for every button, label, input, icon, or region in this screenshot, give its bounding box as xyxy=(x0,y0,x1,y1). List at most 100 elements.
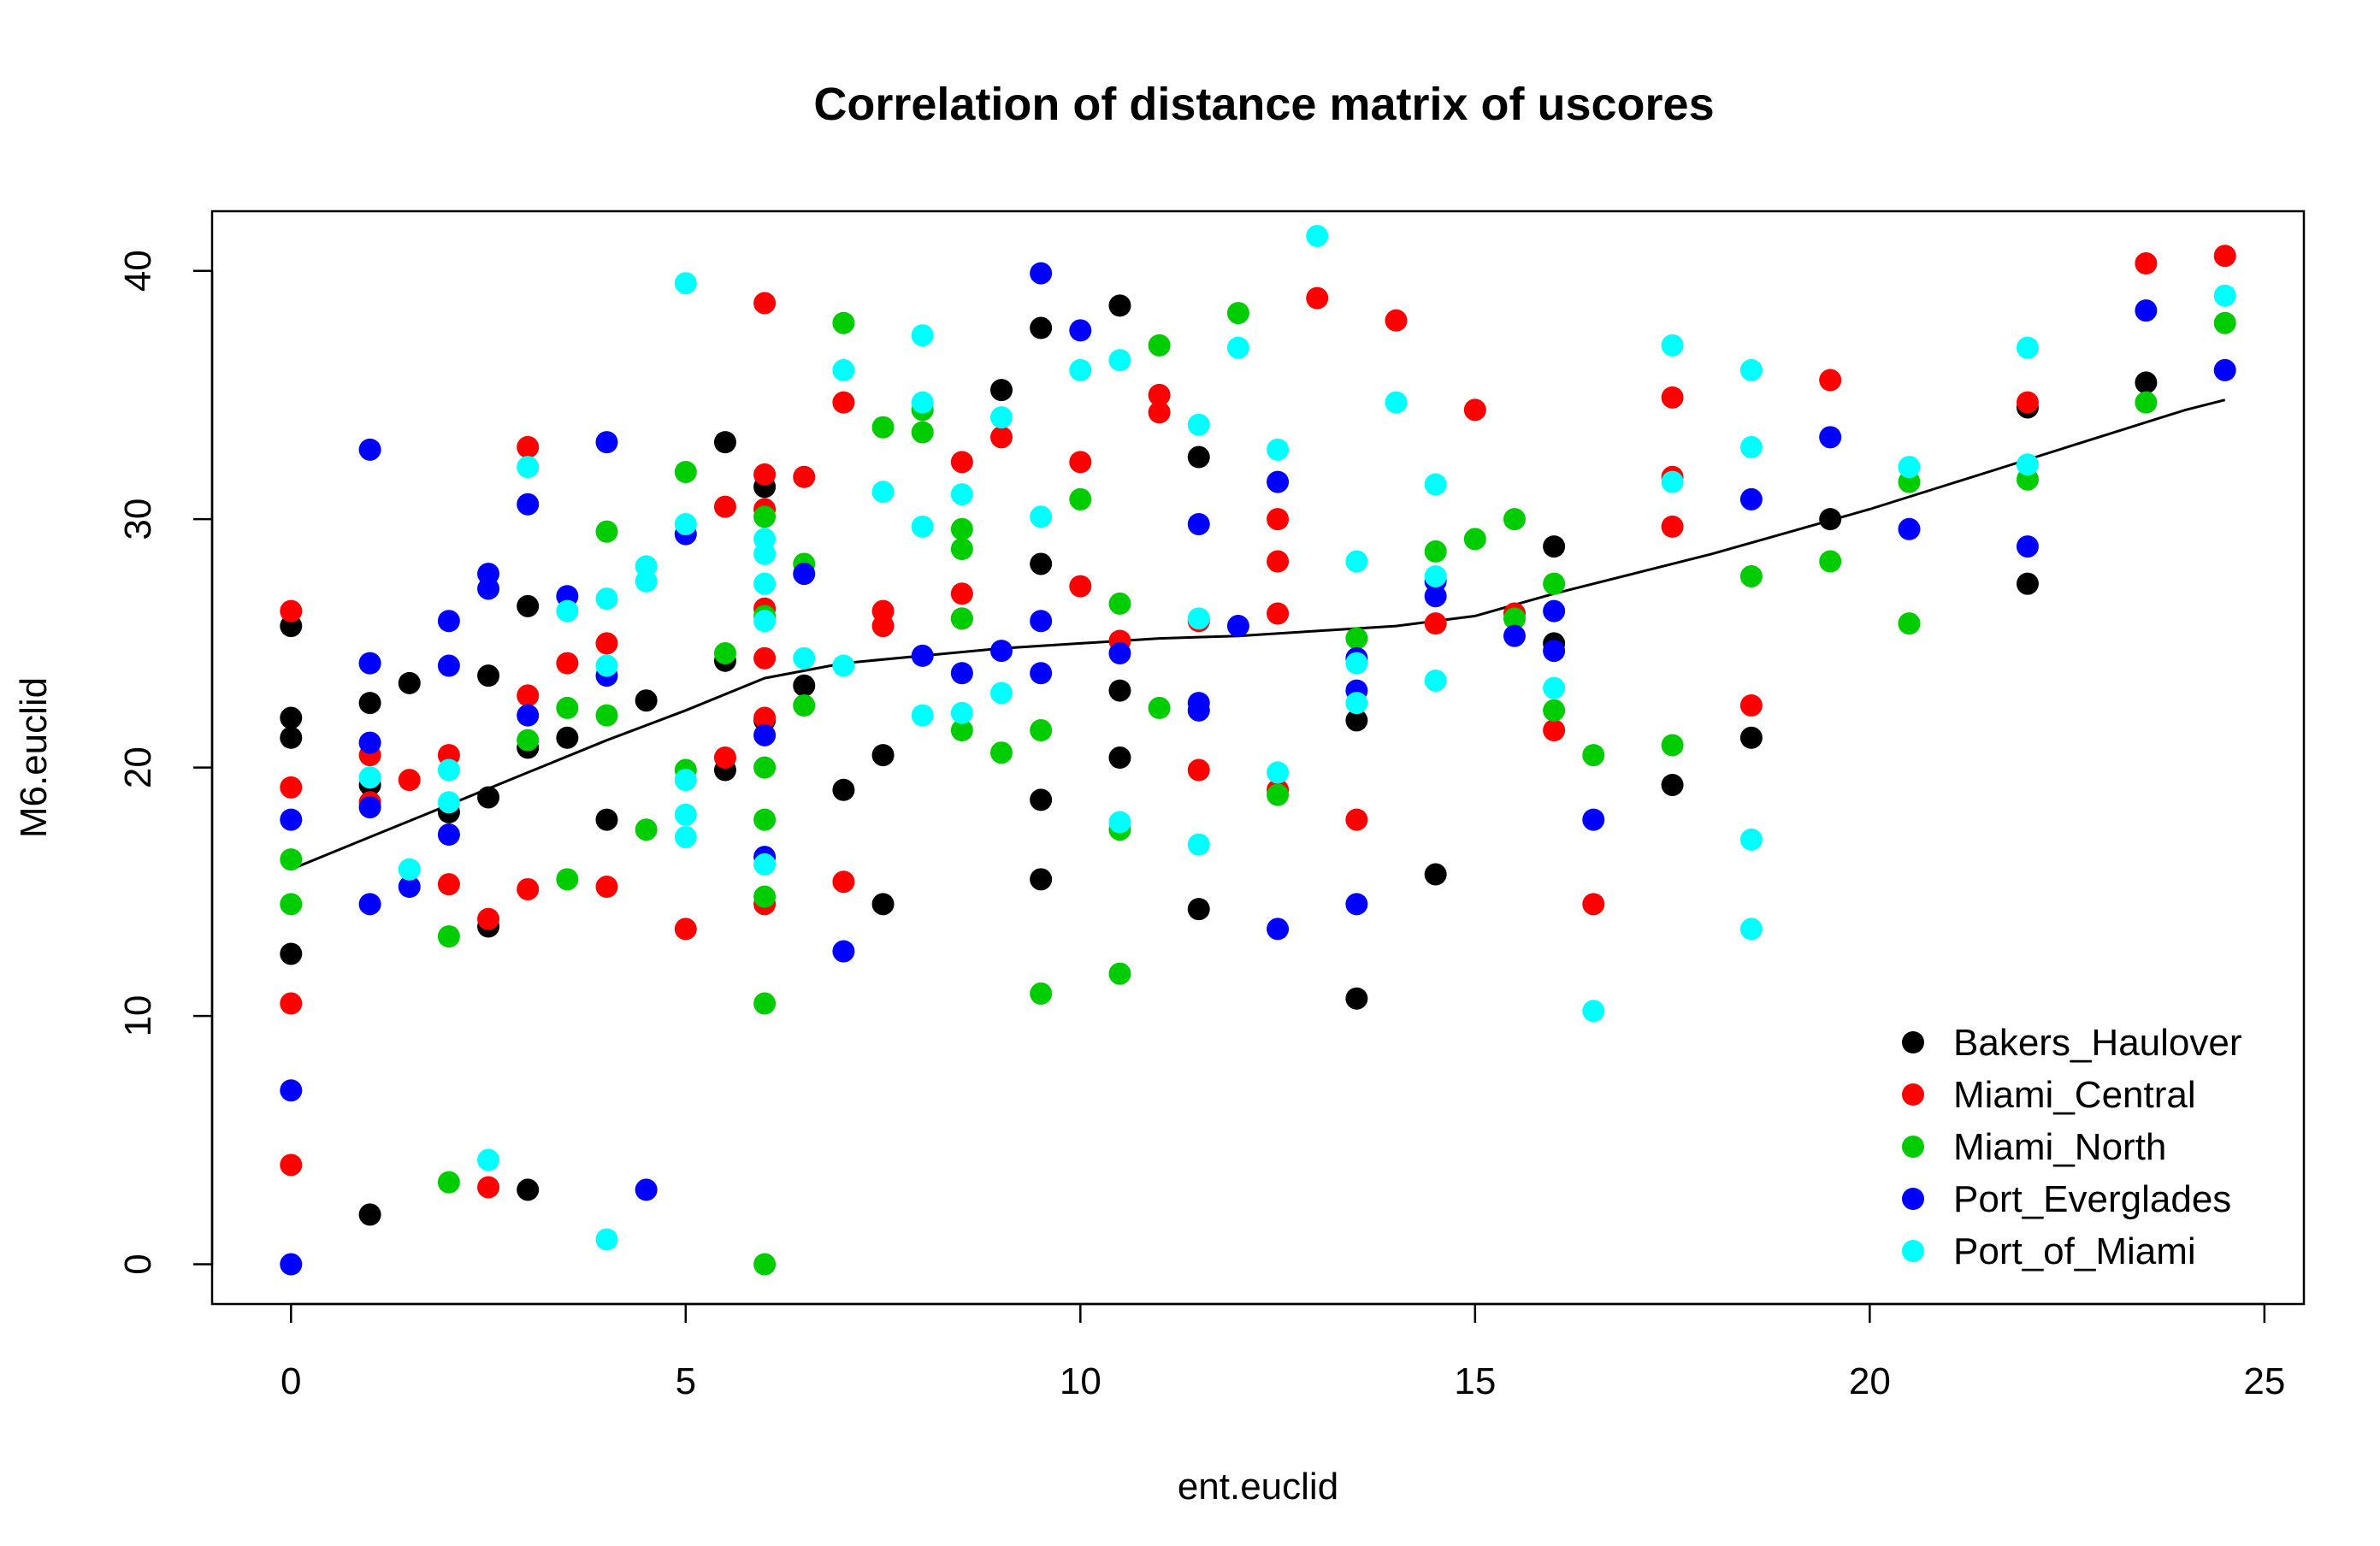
data-point xyxy=(358,796,381,819)
data-point xyxy=(1069,575,1092,598)
legend-label: Miami_North xyxy=(1953,1126,2166,1168)
data-point xyxy=(595,520,618,543)
data-point xyxy=(1306,286,1329,310)
x-tick-label: 20 xyxy=(1849,1360,1891,1402)
data-point xyxy=(911,324,934,347)
data-point xyxy=(1069,358,1092,381)
data-point xyxy=(517,456,540,479)
data-point xyxy=(2135,299,2158,322)
data-point xyxy=(832,870,855,894)
data-point xyxy=(911,421,934,444)
data-point xyxy=(358,766,381,789)
data-point xyxy=(674,769,697,792)
y-tick-label: 40 xyxy=(117,250,159,292)
data-point xyxy=(1345,808,1368,831)
data-point xyxy=(1582,1000,1605,1023)
data-point xyxy=(990,741,1013,764)
data-point xyxy=(280,706,303,729)
data-point xyxy=(437,873,460,896)
data-point xyxy=(1148,401,1171,424)
data-point xyxy=(753,292,777,315)
legend-marker xyxy=(1902,1240,1924,1262)
data-point xyxy=(911,704,934,727)
data-point xyxy=(674,825,697,848)
data-point xyxy=(1819,426,1842,449)
data-point xyxy=(398,876,421,899)
data-point xyxy=(950,719,973,742)
data-point xyxy=(280,1079,303,1102)
data-point xyxy=(2213,284,2236,307)
series-miami-central xyxy=(280,245,2236,1199)
data-point xyxy=(1661,470,1684,493)
x-axis: 0 5 10 15 20 25 xyxy=(281,1302,2285,1402)
data-point xyxy=(635,818,658,841)
data-point xyxy=(280,726,303,749)
data-point xyxy=(358,692,381,715)
data-point xyxy=(398,858,421,881)
data-point xyxy=(1030,316,1053,339)
data-point xyxy=(1148,383,1171,406)
x-tick-label: 5 xyxy=(676,1360,696,1402)
data-point xyxy=(437,610,460,633)
data-point xyxy=(1187,898,1210,921)
data-point xyxy=(911,391,934,414)
data-point xyxy=(1148,333,1171,357)
data-point xyxy=(713,642,736,665)
data-point xyxy=(477,664,500,687)
data-point xyxy=(477,1176,500,1199)
y-tick-label: 20 xyxy=(117,746,159,788)
data-point xyxy=(753,505,777,528)
legend-marker xyxy=(1902,1031,1924,1053)
data-point xyxy=(1543,572,1566,595)
data-point xyxy=(1503,508,1526,531)
data-point xyxy=(1463,528,1486,551)
y-tick-label: 30 xyxy=(117,499,159,540)
data-point xyxy=(950,451,973,474)
data-point xyxy=(1345,550,1368,573)
data-point xyxy=(556,696,579,719)
x-tick-label: 10 xyxy=(1060,1360,1101,1402)
data-point xyxy=(556,868,579,891)
data-point xyxy=(2135,391,2158,414)
data-point xyxy=(437,654,460,677)
x-axis-title: ent.euclid xyxy=(1178,1466,1338,1508)
data-point xyxy=(1503,624,1526,647)
data-point xyxy=(1267,783,1290,806)
data-point xyxy=(1385,309,1408,332)
data-point xyxy=(1503,607,1526,630)
data-point xyxy=(753,808,777,831)
data-point xyxy=(1030,610,1053,633)
data-point xyxy=(1739,828,1763,851)
data-point xyxy=(713,495,736,518)
data-point xyxy=(674,460,697,483)
y-tick-label: 10 xyxy=(117,995,159,1037)
data-point xyxy=(1267,550,1290,573)
data-point xyxy=(1739,564,1763,587)
data-point xyxy=(1898,612,1921,635)
data-point xyxy=(635,1178,658,1201)
legend-label: Miami_Central xyxy=(1953,1074,2196,1116)
data-point xyxy=(477,907,500,930)
data-point xyxy=(1030,788,1053,811)
data-point xyxy=(753,1253,777,1276)
data-point xyxy=(1345,987,1368,1010)
data-point xyxy=(793,674,816,697)
data-point xyxy=(2016,453,2039,476)
data-point xyxy=(595,431,618,454)
chart-title: Correlation of distance matrix of uscore… xyxy=(813,79,1714,130)
data-point xyxy=(753,542,777,565)
data-point xyxy=(753,706,777,729)
data-point xyxy=(793,646,816,670)
legend-marker xyxy=(1902,1188,1924,1210)
x-tick-label: 25 xyxy=(2243,1360,2285,1402)
data-point xyxy=(1267,602,1290,625)
legend-label: Bakers_Haulover xyxy=(1953,1022,2242,1064)
data-point xyxy=(1739,435,1763,458)
data-point xyxy=(437,791,460,814)
data-point xyxy=(1385,391,1408,414)
data-point xyxy=(1582,744,1605,767)
data-point xyxy=(753,885,777,908)
data-point xyxy=(1543,535,1566,558)
data-point xyxy=(1661,333,1684,357)
data-point xyxy=(1424,612,1447,635)
